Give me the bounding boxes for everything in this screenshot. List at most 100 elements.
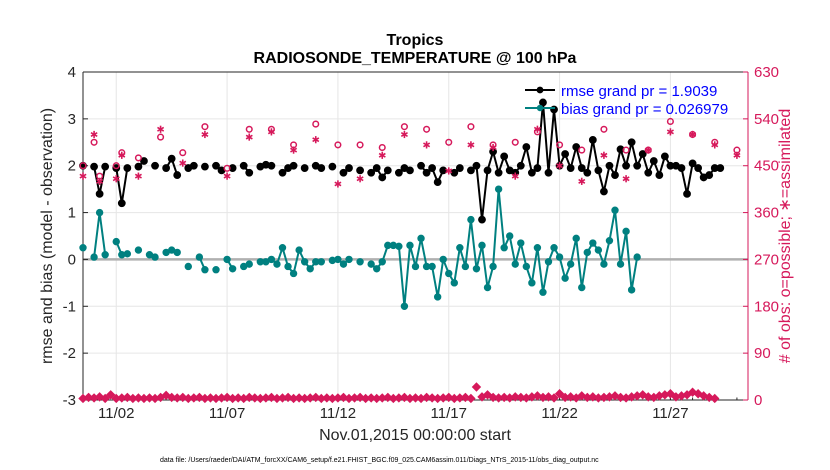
bias-point xyxy=(583,248,591,257)
obs-possible-point xyxy=(90,138,98,146)
obs-possible-point xyxy=(245,125,253,133)
obs-count-point xyxy=(366,393,376,403)
bias-point xyxy=(533,244,542,252)
chart-title: Tropics xyxy=(387,32,444,49)
bias-point xyxy=(594,246,603,254)
bias-point xyxy=(522,262,531,271)
rmse-point xyxy=(627,138,636,147)
obs-assimilated-point xyxy=(267,128,275,136)
obs-assimilated-point xyxy=(378,151,386,159)
obs-assimilated-point xyxy=(644,146,652,154)
obs-assimilated-point xyxy=(118,151,126,159)
obs-count-point xyxy=(233,393,243,403)
obs-assimilated-point xyxy=(79,172,87,180)
bias-point xyxy=(173,248,181,257)
bias-point xyxy=(395,242,403,251)
obs-possible-point xyxy=(578,146,586,154)
rmse-point xyxy=(677,164,686,172)
x-tick-label: 11/07 xyxy=(209,405,245,422)
rmse-point xyxy=(478,215,486,224)
bias-point xyxy=(417,234,425,243)
y-axis-label-left: rmse and bias (model - observation) xyxy=(39,108,56,364)
bias-point xyxy=(511,260,519,268)
rmse-point xyxy=(417,161,425,170)
bias-point xyxy=(223,255,231,264)
bias-point xyxy=(483,283,492,292)
x-tick-label: 11/12 xyxy=(320,405,356,422)
rmse-point xyxy=(644,168,653,177)
rmse-point xyxy=(716,164,725,172)
rmse-point xyxy=(467,166,475,175)
bias-point xyxy=(306,265,314,273)
obs-count-point xyxy=(178,392,188,403)
obs-count-point xyxy=(698,391,709,401)
bias-point xyxy=(622,227,630,236)
obs-assimilated-point xyxy=(578,177,586,185)
bias-point xyxy=(339,260,348,268)
bias-point xyxy=(334,255,342,264)
rmse-point xyxy=(600,187,608,196)
obs-count-point xyxy=(266,392,277,403)
rmse-point xyxy=(383,166,392,175)
bias-point xyxy=(445,269,453,278)
obs-assimilated-point xyxy=(423,141,431,149)
obs-count-point xyxy=(427,393,437,403)
bias-point xyxy=(472,265,481,273)
bias-point xyxy=(500,244,508,252)
x-tick-label: 11/17 xyxy=(431,405,467,422)
x-tick-label: 11/27 xyxy=(652,405,688,422)
bias-point xyxy=(428,262,436,271)
obs-count-point xyxy=(460,392,471,403)
bias-point xyxy=(544,258,553,266)
y-tick-label-left: 4 xyxy=(68,64,76,81)
obs-assimilated-point xyxy=(622,175,630,183)
bias-point xyxy=(289,269,298,278)
rmse-point xyxy=(588,136,597,144)
rmse-point xyxy=(278,168,287,177)
rmse-point xyxy=(201,162,209,171)
obs-count-point xyxy=(294,393,304,403)
obs-possible-point xyxy=(600,125,608,133)
obs-count-point xyxy=(144,393,155,403)
bias-point xyxy=(300,258,309,266)
bias-point xyxy=(356,258,364,266)
y-tick-label-left: -2 xyxy=(63,345,76,362)
obs-count-point xyxy=(100,393,110,404)
bias-point xyxy=(555,253,564,261)
obs-count-point xyxy=(133,393,144,403)
obs-count-point xyxy=(549,393,559,403)
rmse-point xyxy=(533,164,542,172)
obs-assimilated-point xyxy=(179,159,187,167)
rmse-point xyxy=(245,168,254,177)
bias-point xyxy=(494,185,503,193)
x-tick-label: 11/02 xyxy=(98,405,134,422)
rmse-point xyxy=(90,162,98,171)
obs-count-point xyxy=(244,392,254,403)
bias-point xyxy=(566,260,575,268)
rmse-point xyxy=(140,157,148,165)
rmse-point xyxy=(300,164,309,172)
bias-point xyxy=(195,253,204,261)
bias-point xyxy=(134,246,143,254)
obs-possible-point xyxy=(467,123,475,131)
rmse-point xyxy=(638,150,647,158)
obs-assimilated-point xyxy=(290,146,298,154)
obs-possible-point xyxy=(445,138,453,146)
rmse-point xyxy=(95,189,104,198)
obs-count-point xyxy=(554,389,565,399)
obs-possible-point xyxy=(223,164,231,172)
rmse-point xyxy=(494,168,503,177)
obs-possible-point xyxy=(134,154,142,162)
bias-point xyxy=(578,283,586,292)
rmse-point xyxy=(167,154,176,163)
rmse-point xyxy=(267,161,276,170)
y-tick-label-left: 2 xyxy=(68,158,76,175)
obs-count-point xyxy=(83,392,94,403)
rmse-point xyxy=(566,164,575,172)
y-tick-label-right: 540 xyxy=(754,111,779,128)
rmse-point xyxy=(472,161,481,170)
obs-assimilated-point xyxy=(96,177,104,185)
obs-count-point xyxy=(322,393,332,403)
obs-count-point xyxy=(383,392,393,403)
rmse-point xyxy=(151,161,159,170)
